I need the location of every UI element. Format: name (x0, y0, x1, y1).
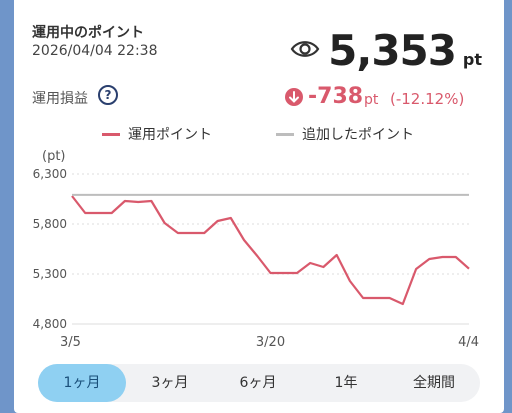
y-tick-label: 5,300 (33, 267, 67, 281)
profit-loss-unit: pt (364, 92, 379, 108)
legend-swatch-invested (102, 133, 120, 136)
legend-label-invested: 運用ポイント (128, 127, 212, 143)
profit-loss-value: -738 (308, 84, 364, 109)
y-axis-unit: (pt) (42, 149, 66, 164)
y-tick-label: 5,800 (33, 217, 67, 231)
profit-loss-label: 運用損益 (32, 91, 88, 107)
series-line-invested (71, 195, 470, 306)
tab-6-months[interactable]: 6ヶ月 (239, 375, 277, 391)
x-tick-label: 3/5 (60, 335, 81, 350)
y-tick-label: 4,800 (33, 317, 67, 331)
legend-swatch-added (276, 133, 294, 136)
y-tick-label: 6,300 (33, 167, 67, 181)
page-title: 運用中のポイント (32, 25, 144, 41)
help-icon[interactable]: ? (98, 85, 118, 105)
x-tick-label: 4/4 (458, 335, 479, 350)
period-tabs: 1ヶ月 3ヶ月 6ヶ月 1年 全期間 (38, 364, 480, 402)
points-value: 5,353 (328, 26, 457, 75)
legend-label-added: 追加したポイント (302, 127, 414, 143)
profit-loss-percent: (-12.12%) (390, 90, 465, 108)
eye-icon[interactable] (290, 38, 320, 60)
tab-all-period[interactable]: 全期間 (413, 375, 455, 391)
tab-3-months[interactable]: 3ヶ月 (151, 375, 189, 391)
points-chart: (pt) 6,300 5,800 5,300 4,800 3/5 3/20 4/4 (33, 149, 479, 350)
points-card: 運用中のポイント 2026/04/04 22:38 5,353 pt 運用損益 … (14, 0, 504, 413)
tab-1-month[interactable]: 1ヶ月 (38, 364, 126, 402)
x-tick-label: 3/20 (256, 335, 285, 350)
tab-1-year[interactable]: 1年 (334, 375, 358, 391)
timestamp: 2026/04/04 22:38 (32, 43, 158, 59)
arrow-down-icon (285, 88, 303, 106)
points-unit: pt (462, 50, 482, 69)
